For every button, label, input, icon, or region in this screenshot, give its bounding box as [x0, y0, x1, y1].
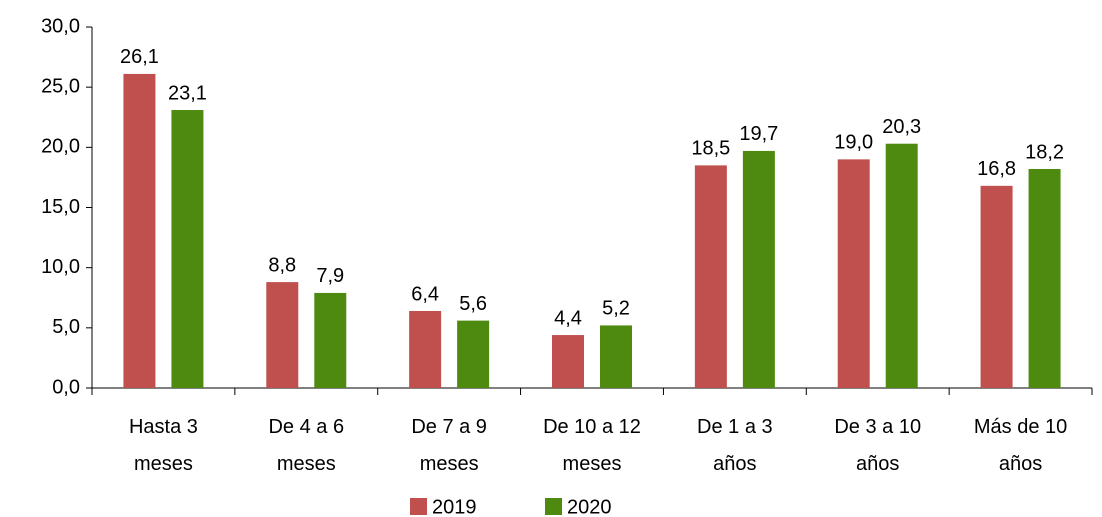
- bar: [980, 185, 1013, 388]
- y-tick-label: 0,0: [52, 376, 80, 398]
- bar: [266, 282, 299, 388]
- x-tick-label: De 10 a 12 meses: [543, 416, 641, 475]
- value-label: 18,2: [1025, 141, 1064, 163]
- bar: [457, 320, 490, 388]
- legend-swatch: [410, 498, 427, 515]
- bar: [123, 73, 156, 389]
- value-label: 5,2: [602, 298, 630, 320]
- x-tick-label: De 4 a 6 meses: [268, 416, 344, 475]
- bar: [314, 292, 347, 388]
- bar: [600, 325, 632, 388]
- bar: [694, 165, 727, 388]
- legend-swatch: [545, 498, 562, 515]
- legend-label: 2020: [567, 496, 612, 517]
- bar: [171, 110, 204, 388]
- x-tick-label: De 3 a 10 años: [834, 416, 921, 475]
- y-tick-label: 30,0: [41, 15, 80, 37]
- value-label: 8,8: [268, 254, 296, 276]
- value-label: 19,7: [739, 123, 778, 145]
- bar: [552, 335, 584, 388]
- value-label: 23,1: [168, 82, 207, 104]
- x-tick-label: De 7 a 9 meses: [411, 416, 487, 475]
- x-tick-label: Más de 10 años: [974, 416, 1067, 475]
- bar: [742, 150, 775, 388]
- x-tick-label: Hasta 3 meses: [129, 416, 198, 475]
- value-label: 26,1: [120, 46, 159, 68]
- value-label: 5,6: [459, 293, 487, 315]
- bar: [1028, 168, 1061, 388]
- value-label: 6,4: [411, 283, 439, 305]
- bar: [885, 143, 918, 388]
- y-tick-label: 5,0: [52, 316, 80, 338]
- y-tick-label: 15,0: [41, 196, 80, 218]
- value-label: 20,3: [882, 116, 921, 138]
- value-label: 18,5: [691, 138, 730, 160]
- x-tick-label: De 1 a 3 años: [697, 416, 773, 475]
- y-tick-label: 25,0: [41, 75, 80, 97]
- value-label: 16,8: [977, 158, 1016, 180]
- value-label: 7,9: [316, 265, 344, 287]
- y-tick-label: 10,0: [41, 256, 80, 278]
- value-label: 4,4: [554, 307, 582, 329]
- bar: [409, 310, 442, 388]
- legend-label: 2019: [432, 496, 477, 517]
- bar: [837, 159, 870, 388]
- value-label: 19,0: [834, 132, 873, 154]
- y-tick-label: 20,0: [41, 136, 80, 158]
